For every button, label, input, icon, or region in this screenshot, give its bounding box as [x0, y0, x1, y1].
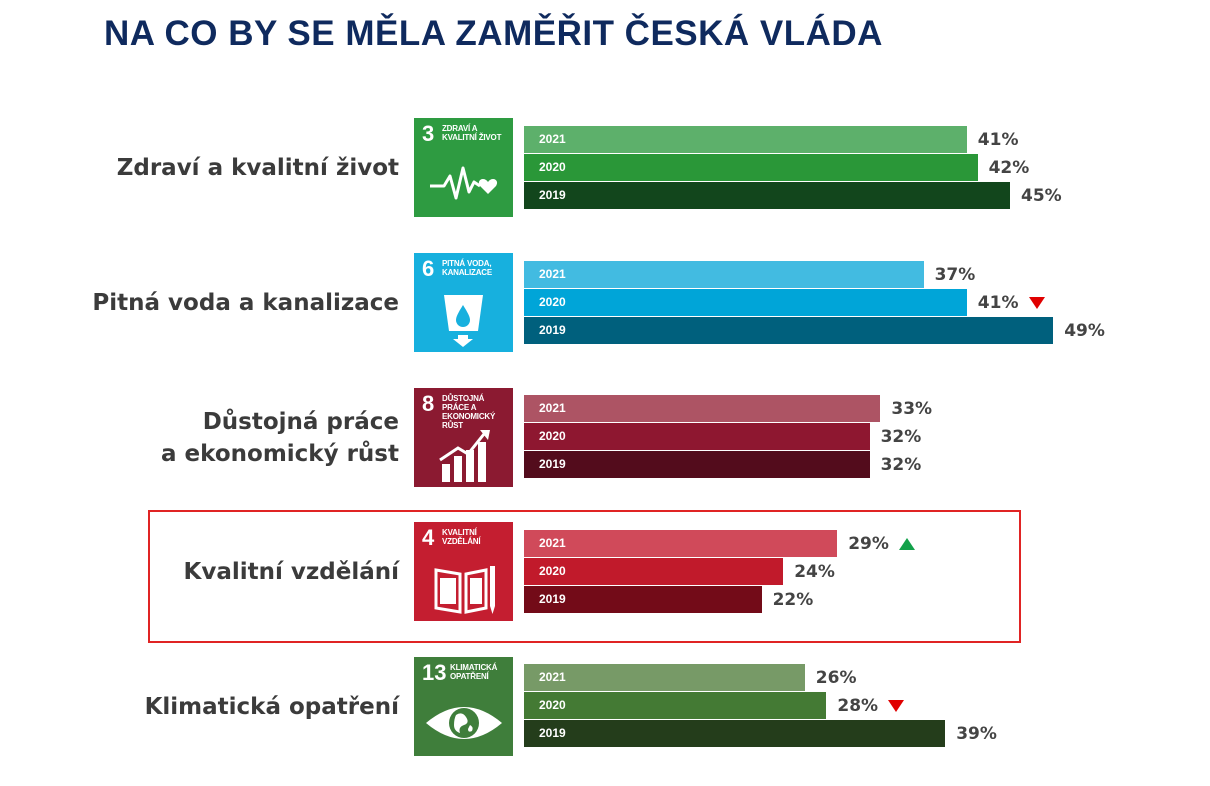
bar-year-label: 2020 — [539, 429, 566, 443]
bar-year-label: 2020 — [539, 564, 566, 578]
sdg-tile: 4 KVALITNÍ VZDĚLÁNÍ — [414, 522, 513, 621]
bar: 2021 — [524, 395, 881, 422]
sdg-number: 4 — [422, 525, 435, 550]
data-label: 24% — [794, 562, 835, 582]
category-label-line: Zdraví a kvalitní život — [116, 155, 399, 181]
category-label: Klimatická opatření — [39, 691, 399, 723]
sdg-tile: 6 PITNÁ VODA, KANALIZACE — [414, 253, 513, 352]
bar-year-label: 2021 — [539, 670, 566, 684]
category-label-line: a ekonomický růst — [161, 441, 399, 467]
sdg-tile: 8 DŮSTOJNÁ PRÁCE A EKONOMICKÝ RŮST — [414, 388, 513, 487]
bar: 2019 — [524, 720, 946, 747]
bar-year-label: 2019 — [539, 457, 566, 471]
bar: 2019 — [524, 317, 1054, 344]
bar-year-label: 2019 — [539, 323, 566, 337]
data-label: 32% — [880, 427, 922, 447]
data-label: 28% — [837, 696, 879, 716]
bar-year-label: 2020 — [539, 295, 566, 309]
growth-chart-icon — [414, 426, 513, 484]
category-label: Kvalitní vzdělání — [39, 556, 399, 588]
category-label-line: Pitná voda a kanalizace — [92, 290, 399, 316]
bar-year-label: 2021 — [539, 267, 566, 281]
sdg-goal-text: DŮSTOJNÁ PRÁCE A EKONOMICKÝ RŮST — [442, 394, 496, 430]
data-label: 26% — [815, 668, 857, 688]
bar-year-label: 2021 — [539, 536, 566, 550]
bar-year-label: 2021 — [539, 132, 566, 146]
category-label: Pitná voda a kanalizace — [39, 287, 399, 319]
bar: 2020 — [524, 558, 784, 585]
category-label: Zdraví a kvalitní život — [39, 152, 399, 184]
sdg-goal-text: ZDRAVÍ A KVALITNÍ ŽIVOT — [442, 124, 502, 142]
sdg-goal-text: KLIMATICKÁ OPATŘENÍ — [450, 663, 498, 681]
bar: 2021 — [524, 126, 967, 153]
bar-year-label: 2020 — [539, 160, 566, 174]
bar: 2021 — [524, 261, 924, 288]
sdg-tile: 13 KLIMATICKÁ OPATŘENÍ — [414, 657, 513, 756]
data-label: 33% — [891, 399, 933, 419]
category-label-line: Klimatická opatření — [144, 694, 399, 720]
category-label-line: Kvalitní vzdělání — [183, 559, 399, 585]
bar-year-label: 2019 — [539, 188, 566, 202]
bar-year-label: 2019 — [539, 726, 566, 740]
sdg-number: 3 — [422, 121, 435, 146]
bar: 2020 — [524, 154, 978, 181]
data-label: 41% — [977, 130, 1019, 150]
sdg-goal-text: PITNÁ VODA, KANALIZACE — [442, 259, 492, 277]
category-label: Důstojná práce a ekonomický růst — [39, 406, 399, 470]
sdg-goal-text: KVALITNÍ VZDĚLÁNÍ — [442, 528, 481, 546]
trend-up-icon — [899, 538, 916, 550]
data-label: 41% — [977, 293, 1019, 313]
page-title: NA CO BY SE MĚLA ZAMĚŘIT ČESKÁ VLÁDA — [104, 14, 883, 53]
trend-down-icon — [888, 700, 905, 712]
highlight-frame — [148, 510, 1021, 643]
trend-down-icon — [1028, 297, 1045, 309]
eye-globe-icon — [414, 695, 513, 753]
bar: 2019 — [524, 451, 870, 478]
bar: 2020 — [524, 289, 967, 316]
water-glass-icon — [414, 291, 513, 349]
heartbeat-icon — [414, 156, 513, 214]
data-label: 22% — [772, 590, 814, 610]
sdg-number: 13 — [422, 660, 447, 685]
book-pencil-icon — [414, 560, 513, 618]
data-label: 45% — [1021, 186, 1062, 206]
bar: 2020 — [524, 423, 870, 450]
data-label: 39% — [956, 724, 997, 744]
bar: 2020 — [524, 692, 827, 719]
data-label: 29% — [848, 534, 889, 554]
sdg-number: 6 — [422, 256, 435, 281]
bar: 2019 — [524, 586, 762, 613]
data-label: 32% — [880, 455, 922, 475]
data-label: 42% — [988, 158, 1030, 178]
bar: 2019 — [524, 182, 1010, 209]
data-label: 37% — [934, 265, 976, 285]
bar-year-label: 2020 — [539, 698, 566, 712]
data-label: 49% — [1064, 321, 1105, 341]
bar: 2021 — [524, 530, 838, 557]
category-label-line: Důstojná práce — [202, 409, 399, 435]
bar: 2021 — [524, 664, 805, 691]
sdg-number: 8 — [422, 391, 435, 416]
bar-year-label: 2021 — [539, 401, 566, 415]
sdg-tile: 3 ZDRAVÍ A KVALITNÍ ŽIVOT — [414, 118, 513, 217]
bar-year-label: 2019 — [539, 592, 566, 606]
